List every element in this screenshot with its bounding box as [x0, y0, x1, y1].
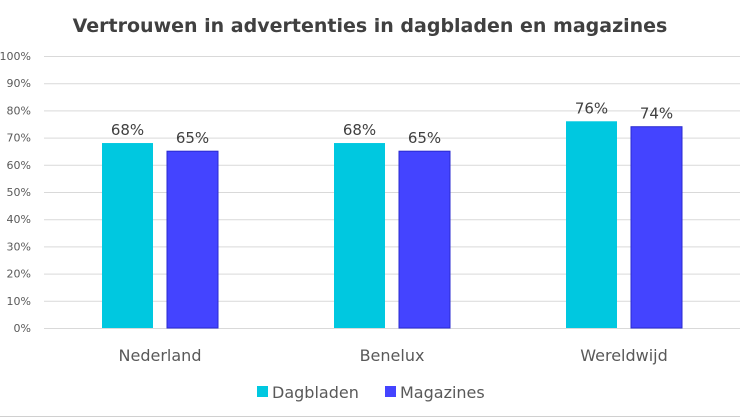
y-tick-label: 90% [7, 77, 31, 90]
x-tick-label: Nederland [119, 346, 202, 365]
data-label: 76% [575, 99, 608, 117]
bar-dagbladen [566, 121, 617, 328]
y-tick-label: 20% [7, 268, 31, 281]
legend-swatch-dagbladen [257, 386, 268, 397]
bar-magazines [166, 150, 219, 329]
data-label: 65% [176, 129, 209, 147]
chart-title: Vertrouwen in advertenties in dagbladen … [73, 15, 668, 37]
legend-label-magazines: Magazines [400, 383, 485, 402]
data-label: 74% [640, 105, 673, 123]
bar-magazines [630, 126, 683, 329]
y-tick-label: 0% [14, 322, 31, 335]
y-tick-label: 50% [7, 186, 31, 199]
data-label: 65% [408, 129, 441, 147]
y-tick-label: 60% [7, 159, 31, 172]
bar-dagbladen [334, 143, 385, 328]
y-tick-label: 100% [0, 50, 31, 63]
y-tick-label: 70% [7, 132, 31, 145]
data-label: 68% [343, 121, 376, 139]
y-tick-label: 30% [7, 240, 31, 253]
y-tick-label: 80% [7, 104, 31, 117]
y-tick-label: 10% [7, 295, 31, 308]
bar-magazines [398, 150, 451, 329]
x-tick-label: Wereldwijd [580, 346, 668, 365]
legend-label-dagbladen: Dagbladen [272, 383, 359, 402]
y-tick-label: 40% [7, 213, 31, 226]
x-tick-label: Benelux [360, 346, 425, 365]
legend-swatch-magazines [385, 386, 396, 397]
data-label: 68% [111, 121, 144, 139]
bar-dagbladen [102, 143, 153, 328]
